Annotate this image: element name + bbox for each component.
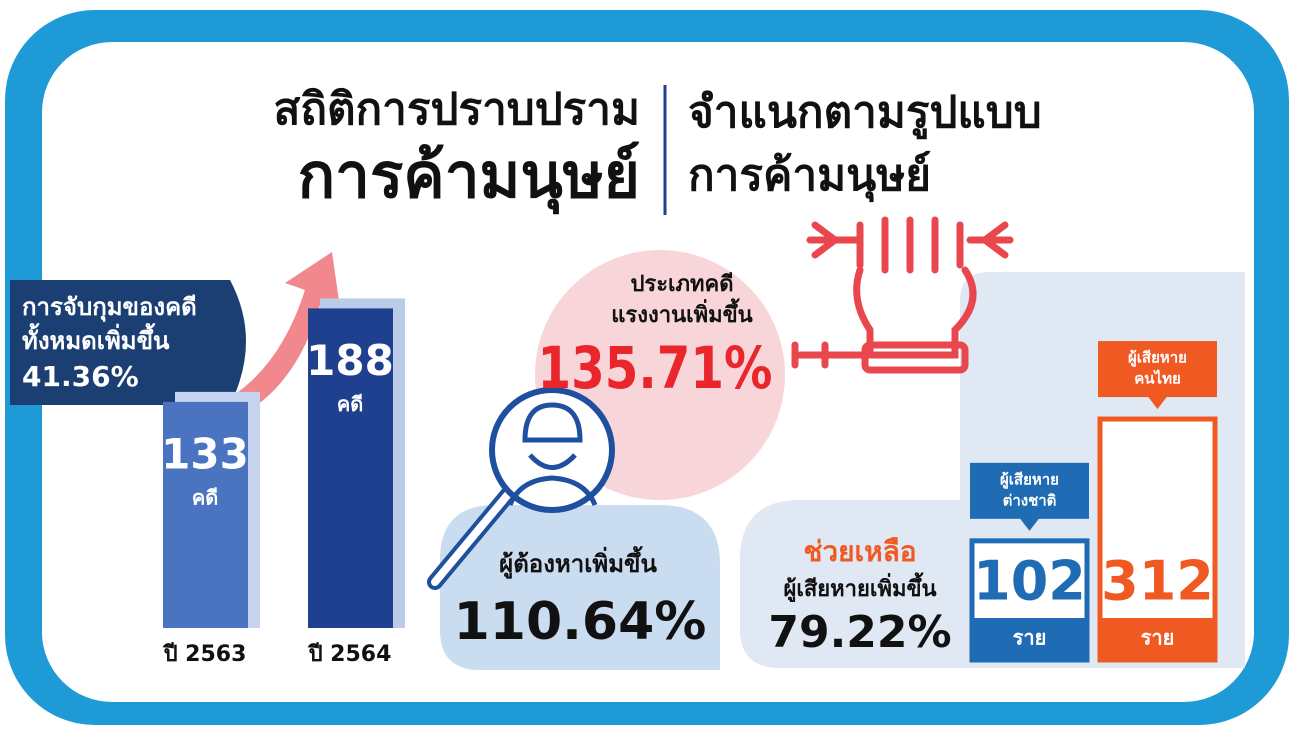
suspects-label: ผู้ต้องหาเพิ่มขึ้น xyxy=(499,545,657,579)
victim-tag xyxy=(1098,341,1217,398)
victim-tag xyxy=(970,462,1089,519)
assistance-title: ช่วยเหลือ xyxy=(803,535,916,568)
victim-unit-band xyxy=(1100,618,1215,660)
title-right: จำแนกตามรูปแบบ xyxy=(688,87,1042,139)
victim-tag-tail xyxy=(1019,517,1040,531)
title-left: สถิติการปราบปราม xyxy=(273,84,640,135)
magnifier-icon xyxy=(427,387,615,590)
case-unit: คดี xyxy=(337,392,363,416)
victim-value: 102 xyxy=(973,550,1086,613)
victim-unit-band xyxy=(972,618,1087,660)
case-value: 133 xyxy=(161,429,249,478)
title-left: การค้ามนุษย์ xyxy=(298,139,640,214)
victim-unit: ราย xyxy=(1013,626,1047,650)
case-year: ปี 2564 xyxy=(307,642,391,667)
assistance-value: 79.22% xyxy=(768,607,951,658)
case-value: 188 xyxy=(306,336,394,385)
arrests-callout xyxy=(10,280,246,405)
labour-label: แรงงานเพิ่มขึ้น xyxy=(611,298,752,328)
title-right: การค้ามนุษย์ xyxy=(688,150,931,203)
case-bar xyxy=(163,401,248,628)
victim-label: ผู้เสียหาย xyxy=(1128,349,1187,368)
arrests-value: 41.36% xyxy=(22,360,139,393)
victim-label: คนไทย xyxy=(1134,369,1181,388)
victim-tag-tail xyxy=(1147,396,1168,410)
victim-value: 312 xyxy=(1101,550,1214,613)
assistance-label: ผู้เสียหายเพิ่มขึ้น xyxy=(783,572,936,603)
arrests-label: ทั้งหมดเพิ่มขึ้น xyxy=(22,322,170,355)
suspects-panel xyxy=(440,505,720,670)
fist-icon xyxy=(791,216,1014,374)
case-year: ปี 2563 xyxy=(162,642,246,667)
arrests-label: การจับกุมของคดี xyxy=(22,293,197,323)
suspects-value: 110.64% xyxy=(454,592,707,652)
victim-unit: ราย xyxy=(1141,626,1175,650)
case-unit: คดี xyxy=(192,485,218,509)
labour-value: 135.71% xyxy=(538,334,773,402)
case-bar xyxy=(308,308,393,628)
labour-label: ประเภทคดี xyxy=(630,272,733,297)
victim-label: ผู้เสียหาย xyxy=(1000,470,1059,489)
victim-label: ต่างชาติ xyxy=(1003,491,1057,509)
